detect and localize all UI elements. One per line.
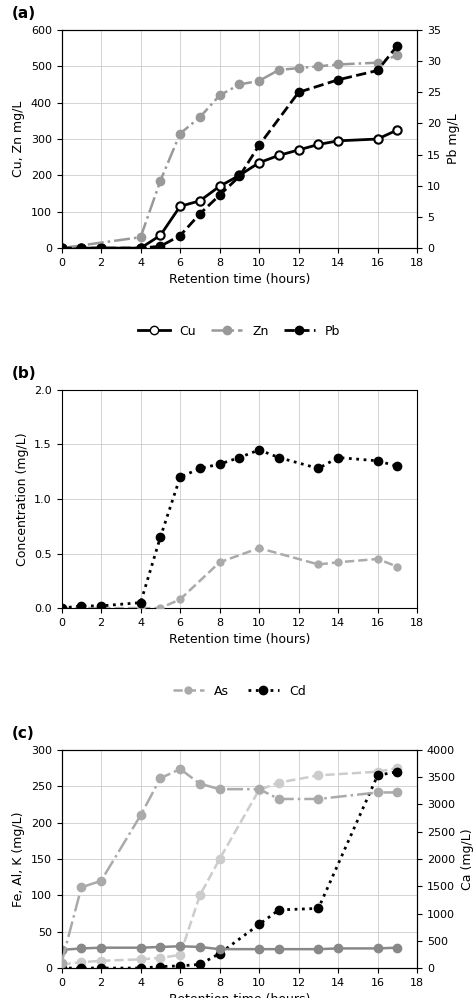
X-axis label: Retention time (hours): Retention time (hours) xyxy=(169,273,310,286)
Legend: As, Cd: As, Cd xyxy=(168,680,311,703)
Y-axis label: Pb mg/L: Pb mg/L xyxy=(447,114,459,165)
Y-axis label: Cu, Zn mg/L: Cu, Zn mg/L xyxy=(12,101,25,178)
X-axis label: Retention time (hours): Retention time (hours) xyxy=(169,634,310,647)
Y-axis label: Fe, Al, K (mg/L): Fe, Al, K (mg/L) xyxy=(12,811,25,907)
X-axis label: Retention time (hours): Retention time (hours) xyxy=(169,993,310,998)
Text: (c): (c) xyxy=(12,727,35,742)
Y-axis label: Concentration (mg/L): Concentration (mg/L) xyxy=(16,432,28,566)
Text: (a): (a) xyxy=(12,6,36,21)
Y-axis label: Ca (mg/L): Ca (mg/L) xyxy=(461,828,474,890)
Text: (b): (b) xyxy=(12,366,36,381)
Legend: Cu, Zn, Pb: Cu, Zn, Pb xyxy=(133,319,346,342)
